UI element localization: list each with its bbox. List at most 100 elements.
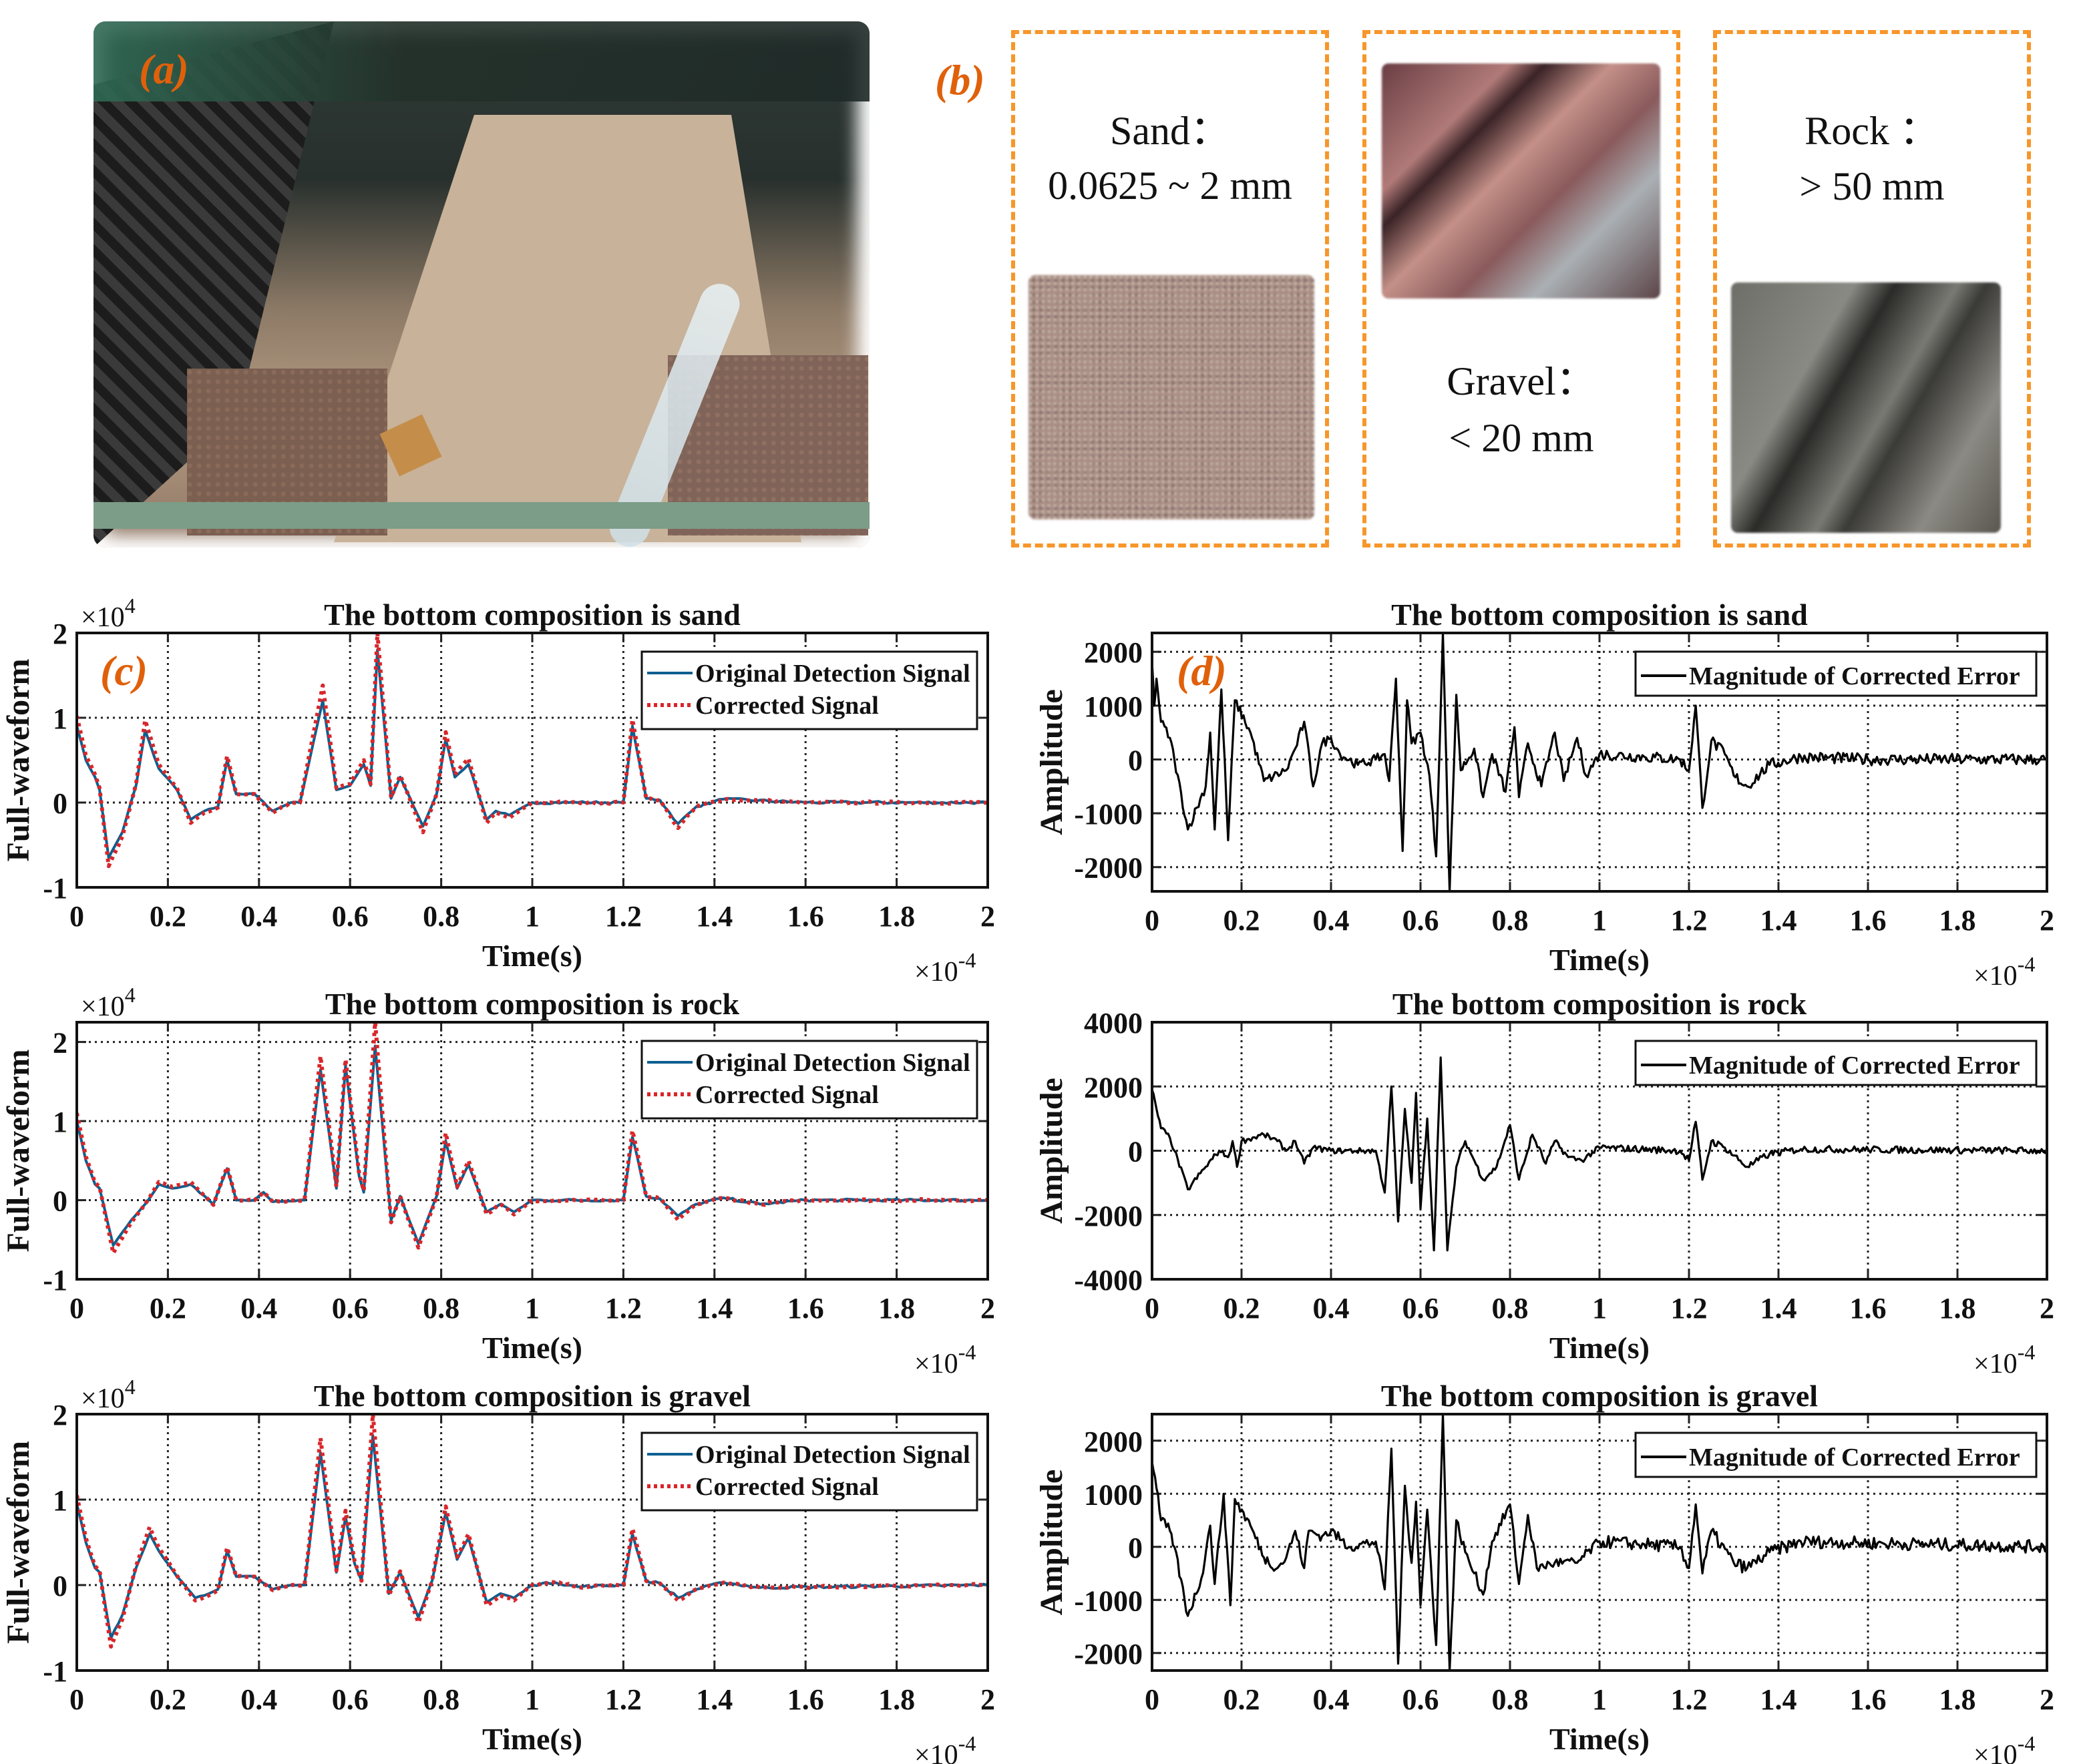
y-tick-label: 2000 [1084,1071,1143,1104]
x-tick-label: 0.4 [1313,1683,1350,1716]
x-tick-label: 0.6 [332,1292,369,1325]
x-tick-label: 1.2 [605,1292,642,1325]
x-tick-label: 1.4 [1760,1683,1797,1716]
x-tick-label: 0.8 [1492,1292,1529,1325]
y-multiplier: ×104 [81,1375,136,1414]
rock-size: > 50 mm [1799,164,1945,208]
legend: Original Detection Signal Corrected Signa… [640,1040,978,1120]
x-axis-label: Time(s) [482,1722,582,1756]
x-tick-label: 0 [1145,1683,1159,1716]
x-tick-label: 0.4 [240,900,277,933]
y-multiplier: ×104 [81,594,136,633]
y-tick-label: 1 [53,702,67,735]
y-tick-label: -1000 [1074,1584,1143,1617]
y-tick-label: 0 [1128,1532,1143,1564]
y-tick-label: 2 [53,1399,67,1431]
y-tick-label: 0 [1128,744,1143,777]
x-tick-label: 1.2 [605,900,642,933]
x-tick-label: 1 [1592,1292,1607,1325]
legend-entry: Original Detection Signal [695,1441,970,1469]
axes-frame [1151,632,2048,893]
y-tick-label: -1 [43,1264,67,1297]
x-multiplier: ×10-4 [1973,1340,2035,1379]
x-tick-label: 1.8 [878,1683,915,1716]
x-multiplier: ×10-4 [914,1731,976,1764]
x-tick-label: 0.6 [1402,1683,1439,1716]
x-multiplier: ×10-4 [1973,1731,2035,1764]
flume-back-wall [93,21,870,101]
y-tick-label: 2 [53,1027,67,1060]
legend: Magnitude of Corrected Error [1634,1431,2038,1478]
panel-label-b: (b) [935,56,985,103]
axes-frame [75,1413,989,1672]
legend-entry: Magnitude of Corrected Error [1689,1444,2020,1472]
x-tick-label: 0.6 [1402,904,1439,937]
y-tick-label: 0 [53,787,67,820]
panel-label-a: (a) [139,45,189,93]
x-tick-label: 0.4 [240,1683,277,1716]
rock-title: Rock ： [1805,109,1939,153]
y-axis-label: Full-waveform [1,659,36,862]
y-tick-label: -1 [43,872,67,905]
x-tick-label: 1.8 [1939,1292,1976,1325]
legend-entry: Corrected Signal [695,1473,879,1501]
y-axis-label: Amplitude [1034,1470,1069,1616]
axes-frame [75,1021,989,1281]
x-axis-label: Time(s) [1549,1722,1650,1756]
x-tick-label: 2 [980,1292,995,1325]
y-tick-label: 4000 [1084,1007,1143,1040]
chart-d-gravel: 0 0.2 0.4 0.6 0.8 1 1.2 1.4 1.6 1.8 2 -2000 -1000 0 10… [1034,1379,2054,1764]
x-tick-label: 1.6 [787,1683,824,1716]
y-axis-label: Full-waveform [1,1050,36,1253]
y-tick-label: -1 [43,1655,67,1688]
error-line [1152,1413,2047,1672]
legend-entry: Magnitude of Corrected Error [1689,662,2020,690]
x-tick-label: 0 [69,1292,84,1325]
x-tick-label: 0.2 [150,1683,186,1716]
x-tick-label: 0.8 [1492,1683,1529,1716]
x-tick-label: 0.2 [150,1292,186,1325]
chart-title: The bottom composition is rock [325,987,740,1021]
x-tick-label: 1.2 [1671,904,1708,937]
x-tick-label: 0 [1145,1292,1159,1325]
x-tick-label: 0.8 [1492,904,1529,937]
y-tick-label: 1000 [1084,690,1143,723]
x-axis-label: Time(s) [1549,1331,1650,1365]
x-tick-label: 0.2 [150,900,186,933]
y-axis-label: Amplitude [1034,1078,1069,1224]
gravel-sample-image [1382,63,1660,298]
gravel-size: < 20 mm [1449,416,1594,460]
x-tick-label: 0.6 [332,1683,369,1716]
chart-title: The bottom composition is sand [324,598,741,632]
x-multiplier: ×10-4 [914,948,976,987]
x-tick-label: 0.6 [332,900,369,933]
x-tick-label: 1.2 [1671,1683,1708,1716]
x-tick-label: 2 [2040,904,2054,937]
x-tick-label: 2 [980,900,995,933]
x-tick-label: 1.8 [878,900,915,933]
x-tick-label: 0.4 [1313,1292,1350,1325]
flume-photo [93,21,870,547]
chart-title: The bottom composition is gravel [1381,1379,1818,1413]
y-tick-label: 2000 [1084,1425,1143,1458]
x-tick-label: 0.8 [423,900,459,933]
x-multiplier: ×10-4 [1973,952,2035,991]
y-tick-label: -2000 [1074,1200,1143,1233]
x-tick-label: 0.2 [1223,1292,1260,1325]
axes-frame [1151,1413,2048,1672]
x-tick-label: 0.4 [1313,904,1350,937]
x-tick-label: 2 [2040,1292,2054,1325]
x-tick-label: 0.6 [1402,1292,1439,1325]
axes-frame [75,632,989,889]
x-tick-label: 0.8 [423,1292,459,1325]
legend: Original Detection Signal Corrected Signa… [640,1431,978,1512]
x-multiplier: ×10-4 [914,1340,976,1379]
y-multiplier: ×104 [81,983,136,1022]
chart-title: The bottom composition is sand [1391,598,1808,632]
chart-title: The bottom composition is gravel [314,1379,751,1413]
panel-label-c: (c) [100,647,148,694]
x-tick-label: 1 [1592,1683,1607,1716]
original-signal-line [77,1434,988,1640]
